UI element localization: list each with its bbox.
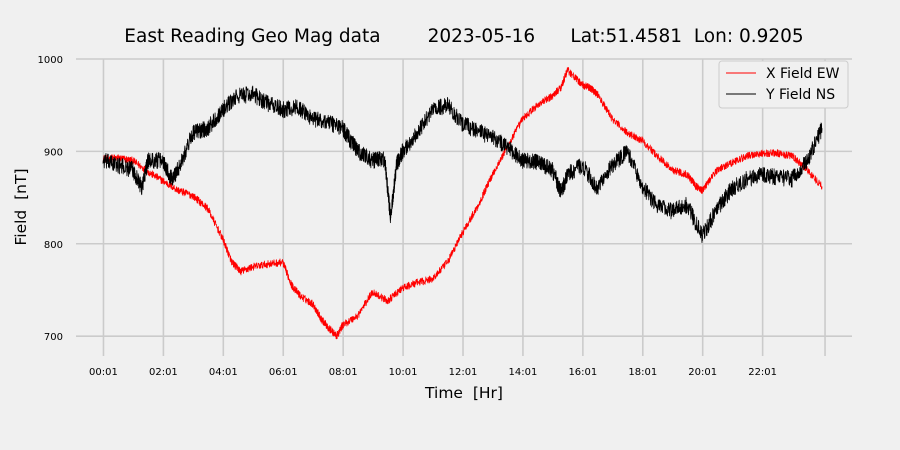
y-tick-labels: 700 800 900 1000 xyxy=(38,55,63,343)
y-tick-label: 900 xyxy=(44,147,63,158)
x-tick-label: 06:01 xyxy=(269,367,298,378)
x-tick-label: 00:01 xyxy=(89,367,118,378)
y-tick-label: 800 xyxy=(44,240,63,251)
legend: X Field EW Y Field NS xyxy=(718,60,849,109)
x-tick-label: 16:01 xyxy=(568,367,597,378)
x-tick-label: 20:01 xyxy=(688,367,717,378)
x-tick-label: 10:01 xyxy=(389,367,418,378)
series-line-x-field xyxy=(102,66,823,340)
x-axis-label: Time [Hr] xyxy=(424,384,503,402)
x-tick-label: 18:01 xyxy=(628,367,657,378)
chart-title: East Reading Geo Mag data 2023-05-16 Lat… xyxy=(124,26,803,47)
y-axis-label: Field [nT] xyxy=(12,168,30,245)
x-tick-label: 14:01 xyxy=(509,367,538,378)
legend-label-y-field: Y Field NS xyxy=(765,87,835,103)
x-tick-label: 08:01 xyxy=(329,367,358,378)
y-tick-label: 1000 xyxy=(38,55,63,66)
series-line-y-field xyxy=(102,85,823,243)
x-tick-labels: 00:01 02:01 04:01 06:01 08:01 10:01 12:01 14:01… xyxy=(89,367,777,378)
y-tick-label: 700 xyxy=(44,332,63,343)
x-tick-label: 02:01 xyxy=(149,367,178,378)
grid-lines xyxy=(76,58,852,356)
x-tick-label: 12:01 xyxy=(449,367,478,378)
legend-label-x-field: X Field EW xyxy=(766,66,840,82)
series-layer xyxy=(102,66,823,340)
x-tick-label: 22:01 xyxy=(748,367,777,378)
x-tick-label: 04:01 xyxy=(209,367,238,378)
